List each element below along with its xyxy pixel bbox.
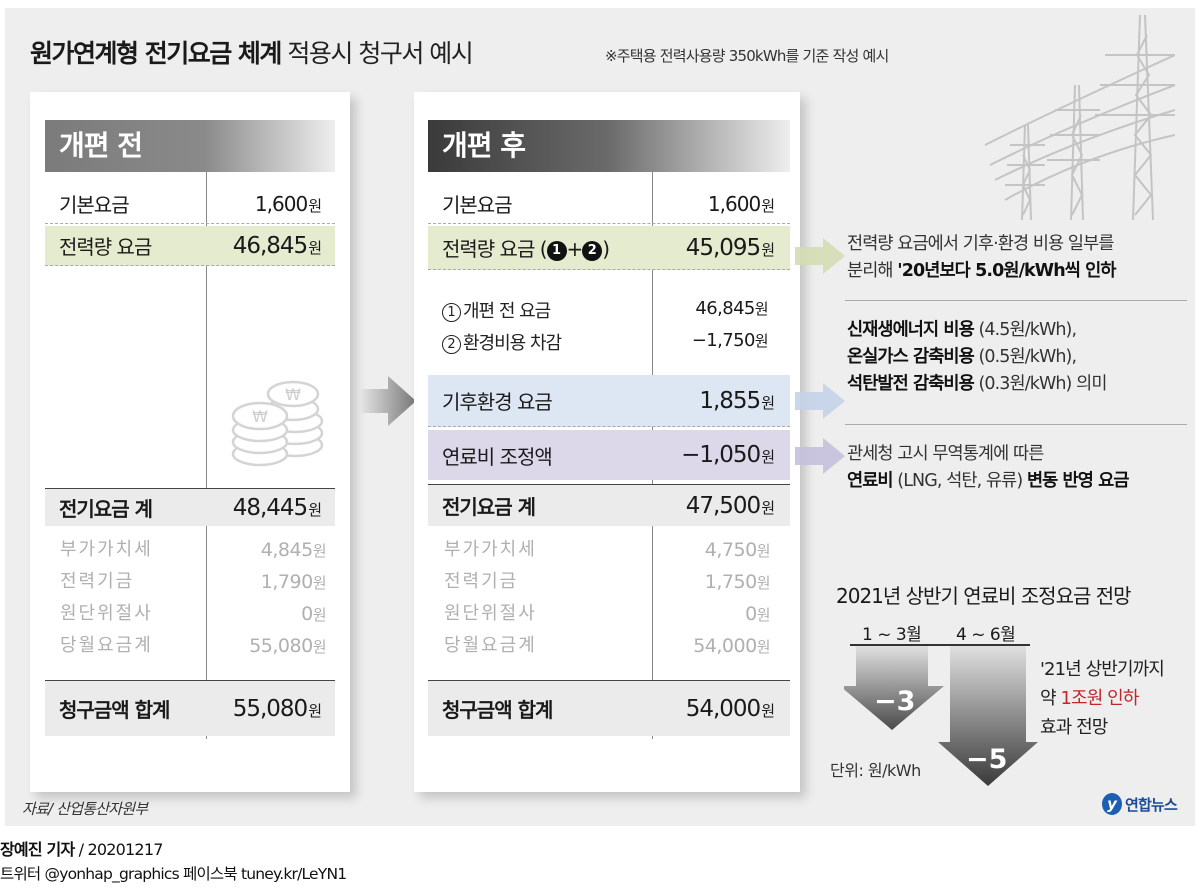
row-subtotal: 전기요금 계 47,500원 <box>428 484 790 526</box>
breakdown-1-value: 46,845원 <box>695 298 768 319</box>
row-subtotal: 전기요금 계 48,445원 <box>45 488 335 526</box>
row-value: 54,000원 <box>685 695 775 722</box>
value-q1: −3 <box>874 686 916 717</box>
row-climate-fee: 기후환경 요금 1,855원 <box>428 375 790 427</box>
circled-2-icon: 2 <box>442 335 461 354</box>
extra-value: 55,080원 <box>249 635 326 657</box>
extra-value: 0원 <box>301 603 326 625</box>
receipt-before-header: 개편 전 <box>45 120 335 172</box>
row-label: 기본요금 <box>59 193 130 217</box>
row-value: 1,600원 <box>707 191 775 216</box>
receipt-after-header: 개편 후 <box>428 120 790 172</box>
row-value: 1,600원 <box>254 191 322 216</box>
extra-label: 전력기금 <box>444 571 519 592</box>
extras-labels: 부가가치세 전력기금 원단위절사 당월요금계 <box>444 534 537 662</box>
row-label: 청구금액 합계 <box>59 698 170 722</box>
extra-label: 전력기금 <box>60 571 135 592</box>
extra-label: 당월요금계 <box>444 635 537 656</box>
period-label-q2: 4 ~ 6월 <box>956 625 1016 645</box>
row-value: 47,500원 <box>685 492 775 519</box>
svg-text:₩: ₩ <box>252 407 268 426</box>
row-value: 45,095원 <box>685 234 775 261</box>
extra-value: 1,750원 <box>704 571 771 593</box>
social-links: 트위터 @yonhap_graphics 페이스북 tuney.kr/LeYN1 <box>0 865 347 883</box>
row-label: 청구금액 합계 <box>442 698 553 722</box>
extra-label: 부가가치세 <box>60 539 153 560</box>
row-value: −1,050원 <box>681 442 775 468</box>
unit-note: 단위: 원/kWh <box>830 761 921 780</box>
row-total: 청구금액 합계 54,000원 <box>428 680 790 736</box>
outlook-title: 2021년 상반기 연료비 조정요금 전망 <box>836 584 1132 608</box>
row-fuel-adjustment: 연료비 조정액 −1,050원 <box>428 430 790 480</box>
extra-value: 1,790원 <box>260 571 327 593</box>
circled-1-icon: 1 <box>442 303 461 322</box>
period-label-q1: 1 ~ 3월 <box>862 625 922 645</box>
svg-text:₩: ₩ <box>285 385 301 404</box>
column-divider <box>206 172 207 739</box>
row-value: 55,080원 <box>232 695 322 722</box>
row-base-fee: 기본요금 1,600원 <box>428 184 790 224</box>
extras-labels: 부가가치세 전력기금 원단위절사 당월요금계 <box>60 534 153 662</box>
callout-arrow-blue-icon <box>795 383 845 419</box>
row-label: 연료비 조정액 <box>442 444 553 469</box>
yonhap-logo-icon: y <box>1102 793 1122 815</box>
row-value: 48,445원 <box>232 494 322 521</box>
title-note: ※주택용 전력사용량 350kWh를 기준 작성 예시 <box>605 47 889 65</box>
callout-arrow-green-icon <box>795 238 845 274</box>
down-arrow-q1-icon <box>844 646 944 730</box>
receipt-before: 개편 전 기본요금 1,600원 전력량 요금 46,845원 ₩ ₩ 전기요금… <box>30 92 350 792</box>
row-label: 전력량 요금 (1 +2) <box>442 237 610 261</box>
value-q2: −5 <box>966 744 1008 775</box>
down-arrow-q2-icon <box>938 646 1038 786</box>
extras-values: 4,845원 1,790원 0원 55,080원 <box>249 534 326 662</box>
note-climate-fee: 신재생에너지 비용 (4.5원/kWh), 온실가스 감축비용 (0.5원/kW… <box>847 320 1107 394</box>
row-value: 46,845원 <box>232 232 322 259</box>
extra-value: 54,000원 <box>693 635 770 657</box>
breakdown-2-label: 2 환경비용 차감 <box>442 329 562 355</box>
title-light: 적용시 청구서 예시 <box>280 39 473 68</box>
row-value: 1,855원 <box>699 387 775 414</box>
chart-baseline <box>850 644 1030 646</box>
row-base-fee: 기본요금 1,600원 <box>45 184 335 224</box>
row-label: 기후환경 요금 <box>442 390 553 414</box>
row-label: 기본요금 <box>442 193 513 217</box>
yonhap-logo: y 연합뉴스 <box>1102 793 1178 815</box>
row-label: 전기요금 계 <box>442 495 536 519</box>
title-bold: 원가연계형 전기요금 체계 <box>30 39 282 68</box>
extra-value: 4,750원 <box>704 539 771 561</box>
outlook-effect-note: '21년 상반기까지 약 1조원 인하 효과 전망 <box>1040 659 1165 738</box>
note-divider <box>845 300 1187 301</box>
note-divider <box>845 424 1187 425</box>
extra-label: 원단위절사 <box>444 603 537 624</box>
row-label: 전기요금 계 <box>59 497 153 521</box>
extra-label: 원단위절사 <box>60 603 153 624</box>
extra-value: 4,845원 <box>260 539 327 561</box>
page-title: 원가연계형 전기요금 체계 적용시 청구서 예시 <box>30 34 474 70</box>
power-pylon-icon <box>984 15 1175 221</box>
badge-2-icon: 2 <box>582 241 603 261</box>
note-fuel-adjustment: 관세청 고시 무역통계에 따른 연료비 (LNG, 석탄, 유류) 변동 반영 … <box>847 444 1129 491</box>
extra-label: 부가가치세 <box>444 539 537 560</box>
yonhap-logo-text: 연합뉴스 <box>1125 795 1178 814</box>
row-label: 전력량 요금 <box>59 235 152 259</box>
extra-value: 0원 <box>745 603 770 625</box>
badge-1-icon: 1 <box>546 241 567 261</box>
won-coins-icon: ₩ ₩ <box>231 380 324 467</box>
row-energy-fee: 전력량 요금 (1 +2) 45,095원 <box>428 226 790 270</box>
source-credit: 자료/ 산업통산자원부 <box>22 800 148 818</box>
byline: 장예진 기자 / 20201217 <box>0 840 163 859</box>
row-total: 청구금액 합계 55,080원 <box>45 680 335 736</box>
breakdown-1-label: 1 개편 전 요금 <box>442 297 551 323</box>
extra-label: 당월요금계 <box>60 635 153 656</box>
callout-arrow-purple-icon <box>795 438 845 474</box>
note-energy-fee: 전력량 요금에서 기후·환경 비용 일부를 분리해 '20년보다 5.0원/kW… <box>847 234 1116 281</box>
row-energy-fee: 전력량 요금 46,845원 <box>45 226 335 266</box>
extras-values: 4,750원 1,750원 0원 54,000원 <box>693 534 770 662</box>
arrow-right-icon <box>360 376 416 426</box>
breakdown-2-value: −1,750원 <box>691 330 769 351</box>
